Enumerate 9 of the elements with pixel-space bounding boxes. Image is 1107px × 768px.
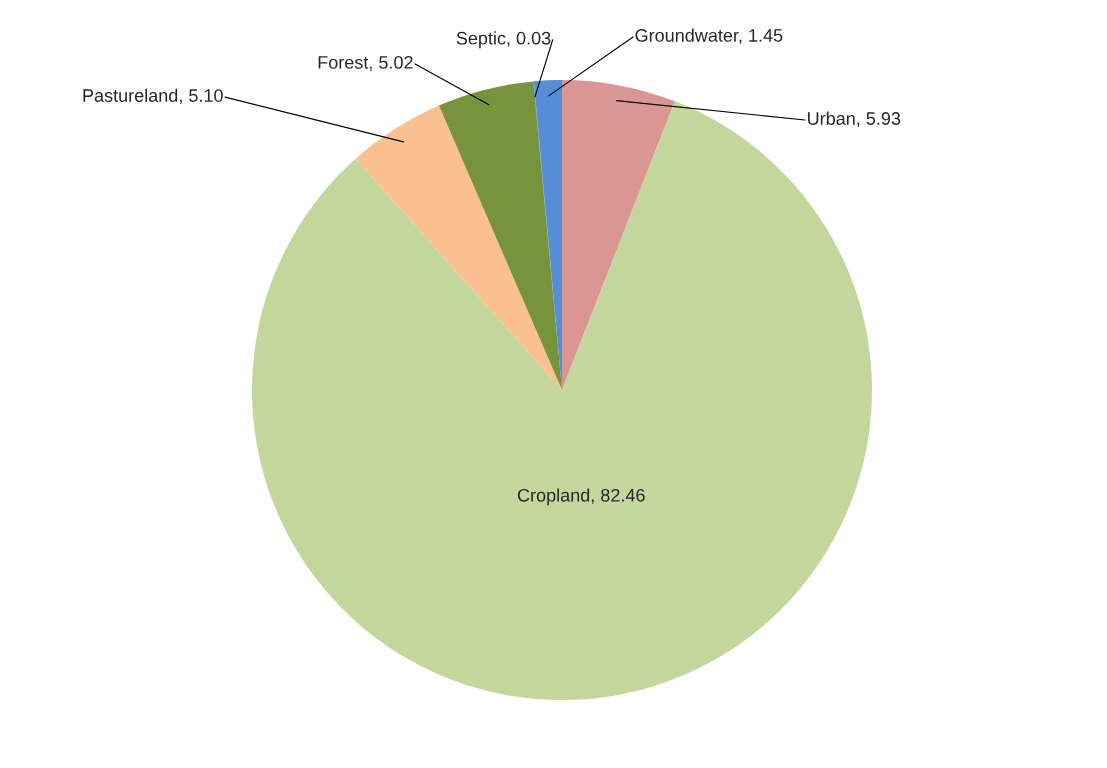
slice-label: Cropland, 82.46	[517, 488, 645, 506]
pie-slice	[562, 80, 675, 391]
slice-label: Septic, 0.03	[456, 31, 551, 49]
pie-slice	[355, 105, 563, 391]
slice-label: Groundwater, 1.45	[635, 28, 783, 44]
slice-label: Urban, 5.93	[808, 111, 901, 128]
slice-label: Forest, 5.02	[318, 55, 413, 71]
pie-slice	[438, 81, 563, 391]
slice-label: Pastureland, 5.10	[83, 88, 223, 105]
